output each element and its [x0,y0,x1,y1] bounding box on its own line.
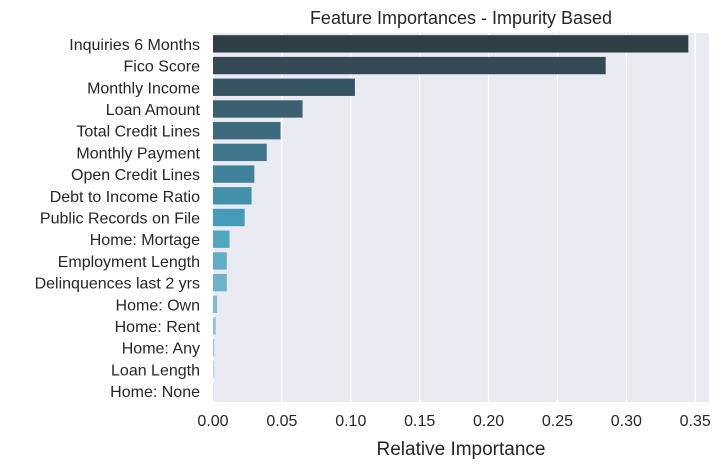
bar [213,35,689,53]
x-tick-label: 0.00 [197,413,228,430]
x-tick-label: 0.20 [473,413,504,430]
y-tick-label: Delinquences last 2 yrs [35,276,200,293]
x-tick-label: 0.30 [611,413,642,430]
bar [213,382,214,400]
bar [213,208,245,227]
y-tick-label: Loan Length [111,362,200,379]
y-tick-label: Inquiries 6 Months [69,37,200,54]
x-tick-label: 0.25 [542,413,573,430]
y-tick-label: Fico Score [124,59,201,76]
bar [213,273,227,292]
bar [213,252,227,270]
y-tick-label: Monthly Income [87,80,200,97]
y-tick-label: Home: Mortage [90,232,200,249]
y-tick-label: Employment Length [58,254,200,271]
y-tick-label: Monthly Payment [76,145,200,162]
bar [213,339,215,357]
bar [213,187,252,205]
y-tick-label: Home: Rent [115,319,201,336]
x-axis-label: Relative Importance [377,439,546,460]
bar [213,295,218,314]
chart-title: Feature Importances - Impurity Based [310,8,612,28]
y-tick-label: Loan Amount [106,102,201,119]
x-tick-label: 0.05 [266,413,297,430]
bar [213,78,355,96]
bars [213,35,689,400]
y-tick-label: Public Records on File [40,211,200,228]
bar [213,56,606,75]
x-tick-label: 0.35 [680,413,711,430]
y-tick-labels: Inquiries 6 Months Fico Score Monthly Inco… [35,37,201,401]
x-tick-labels: 0.00 0.05 0.10 0.15 0.20 0.25 0.30 0.35 [197,413,710,430]
bar [213,360,215,379]
y-tick-label: Debt to Income Ratio [50,189,200,206]
y-tick-label: Home: Own [116,297,200,314]
bar [213,100,303,118]
y-tick-label: Home: Any [122,341,200,358]
bar [213,143,267,162]
bar [213,230,230,248]
x-tick-label: 0.10 [335,413,366,430]
y-tick-label: Open Credit Lines [71,167,200,184]
y-tick-label: Total Credit Lines [76,124,200,141]
bar [213,121,281,140]
x-tick-label: 0.15 [404,413,435,430]
bar [213,317,216,335]
bar [213,165,255,183]
y-tick-label: Home: None [110,384,200,401]
